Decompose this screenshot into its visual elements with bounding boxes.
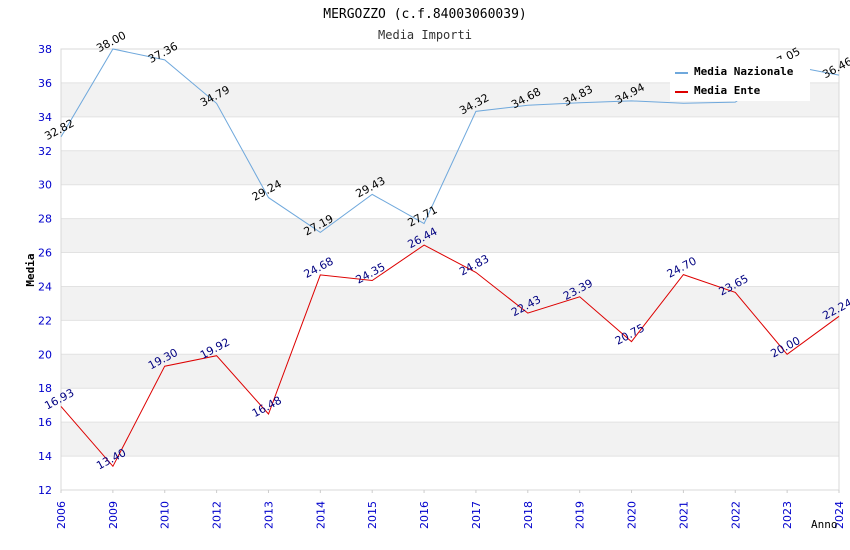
y-tick-label: 22	[38, 314, 52, 327]
legend-label-nazionale: Media Nazionale	[694, 65, 794, 78]
y-tick-label: 34	[38, 111, 52, 124]
x-tick-label: 2014	[314, 501, 327, 529]
x-tick-label: 2024	[833, 501, 846, 529]
background-band	[61, 354, 839, 389]
legend-box	[670, 59, 810, 101]
x-axis-label: Anno	[811, 518, 838, 531]
series-lines	[60, 48, 840, 468]
x-tick-label: 2017	[470, 501, 483, 529]
y-tick-label: 14	[38, 450, 52, 463]
background-band	[61, 252, 839, 287]
y-tick-label: 26	[38, 247, 52, 260]
x-tick-label: 2022	[729, 501, 742, 529]
series-line-media-nazionale	[60, 48, 840, 234]
background-band	[61, 422, 839, 457]
x-tick-label: 2006	[55, 501, 68, 529]
background-band	[61, 456, 839, 490]
x-tick-label: 2023	[781, 501, 794, 529]
background-band	[61, 320, 839, 355]
y-axis-label: Media	[24, 253, 37, 286]
y-tick-label: 30	[38, 179, 52, 192]
chart-subtitle: Media Importi	[378, 28, 472, 42]
y-tick-label: 12	[38, 484, 52, 497]
y-tick-label: 24	[38, 280, 52, 293]
x-tick-label: 2010	[159, 501, 172, 529]
chart-title: MERGOZZO (c.f.84003060039)	[323, 7, 527, 22]
series-line-media-ente	[60, 244, 840, 468]
y-tick-label: 28	[38, 213, 52, 226]
y-tick-label: 20	[38, 348, 52, 361]
background-band	[61, 218, 839, 253]
x-axis-ticks: 2006 2009 2010 2012 2013 2014 2015 2016 2017 2018…	[55, 490, 846, 529]
y-axis-ticks: 12 14 16 18 20 22 24 26 28 30 32 34 36 38	[38, 43, 52, 497]
legend-label-ente: Media Ente	[694, 84, 761, 97]
y-tick-label: 18	[38, 382, 52, 395]
x-tick-label: 2009	[107, 501, 120, 529]
x-tick-label: 2016	[418, 501, 431, 529]
y-tick-label: 36	[38, 77, 52, 90]
x-tick-label: 2019	[574, 501, 587, 529]
y-tick-label: 38	[38, 43, 52, 56]
x-tick-label: 2015	[366, 501, 379, 529]
x-tick-label: 2021	[677, 501, 690, 529]
x-tick-label: 2020	[626, 501, 639, 529]
y-tick-label: 32	[38, 145, 52, 158]
background-band	[61, 184, 839, 219]
background-band	[61, 116, 839, 151]
background-band	[61, 388, 839, 423]
x-tick-label: 2013	[262, 501, 275, 529]
x-tick-label: 2012	[211, 501, 224, 529]
x-tick-label: 2018	[522, 501, 535, 529]
legend: Media Nazionale Media Ente	[670, 59, 810, 101]
plot-background-bands	[61, 49, 839, 490]
background-band	[61, 286, 839, 321]
y-tick-label: 16	[38, 416, 52, 429]
plot-area-border	[60, 48, 840, 491]
